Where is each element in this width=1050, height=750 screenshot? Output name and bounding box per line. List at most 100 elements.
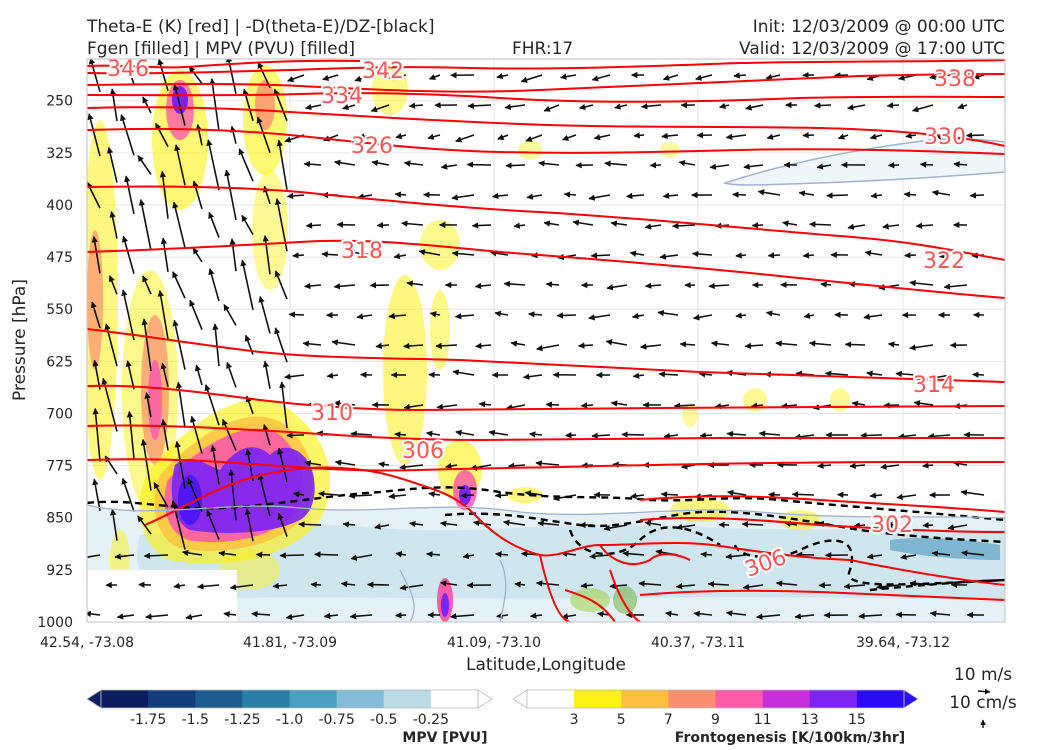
wind-vector (287, 74, 305, 83)
wind-vector (593, 134, 611, 141)
wind-vector (710, 340, 730, 347)
wind-vector (340, 580, 356, 588)
wind-vector (408, 102, 424, 109)
wind-vector (140, 438, 152, 491)
wind-vector (428, 73, 441, 80)
wind-vector (489, 250, 509, 257)
wind-vector (847, 104, 866, 111)
colorbar-swatch (715, 690, 764, 708)
wind-vector (388, 312, 407, 320)
wind-vector (866, 553, 883, 560)
wind-vector (543, 104, 560, 112)
wind-vector (401, 220, 424, 227)
colorbar-swatch (242, 690, 290, 708)
wind-vector (809, 221, 832, 228)
theta-e-label: 334 (321, 84, 363, 109)
colorbar-swatch (336, 690, 385, 708)
mpv-line-3 (499, 559, 507, 622)
colorbar-tick-label: 3 (570, 712, 579, 728)
colorbar-tick-label: -1.5 (182, 712, 209, 728)
theta-e-322 (87, 185, 1005, 261)
wind-vector (538, 160, 560, 167)
fgen-band-g (255, 80, 275, 130)
wind-vector (605, 339, 628, 346)
wind-vector (298, 521, 322, 528)
wind-vector (610, 220, 628, 227)
colorbar-swatch (574, 690, 622, 708)
fgen-band-v (441, 593, 449, 617)
theta-e-label: 318 (341, 239, 383, 264)
wind-vector (226, 361, 237, 388)
wind-vector (218, 550, 237, 557)
colorbar-swatch (621, 690, 669, 708)
wind-vector (439, 520, 458, 527)
wind-vector (190, 415, 203, 454)
wind-vector (834, 72, 849, 79)
wind-vector (900, 553, 917, 560)
wind-vector (449, 613, 475, 620)
wind-vector (153, 481, 169, 508)
mpv-filled-contours (87, 138, 1005, 622)
colorbar-extend-left (512, 689, 528, 709)
colorbar-swatch (195, 690, 243, 708)
wind-vector (277, 447, 288, 482)
wind-vector (657, 309, 679, 317)
wind-vector (947, 524, 968, 531)
wind-vector (354, 74, 373, 82)
wind-vector (406, 280, 424, 287)
wind-vector (883, 402, 900, 409)
fgen-band-af (682, 403, 698, 427)
wind-vector (370, 104, 390, 113)
wind-vector (331, 339, 356, 346)
title-left-line-2: Fgen [filled] | MPV (PVU) [filled] (87, 39, 355, 59)
wind-vector (101, 377, 118, 432)
colorbar-tick-label: -1.25 (224, 712, 260, 728)
wind-vector (208, 211, 220, 238)
wind-vector (725, 133, 747, 141)
wind-vector (537, 520, 560, 527)
wind-vector (173, 582, 186, 590)
colorbar-outline (526, 689, 905, 709)
wind-vector (371, 159, 390, 167)
theta-e-low-3 (609, 569, 641, 622)
wind-vector (847, 223, 866, 231)
wind-vector (229, 238, 237, 272)
wind-vector (403, 160, 424, 167)
wind-vector (638, 580, 662, 587)
wind-vector (556, 312, 577, 319)
wind-ref-horizontal-arrow (977, 688, 991, 695)
y-tick-label: 700 (46, 406, 73, 422)
wind-vector (876, 583, 900, 591)
colorbar-swatch (289, 690, 338, 708)
wind-vector (395, 132, 407, 140)
wind-vector (662, 192, 679, 200)
wind-vector (274, 327, 288, 363)
wind-vector (378, 461, 390, 468)
wind-vector (603, 524, 628, 532)
wind-vector (545, 281, 560, 288)
wind-vector (896, 493, 917, 501)
fgen-band-ae (830, 388, 850, 412)
wind-vector (440, 580, 458, 587)
wind-vector (189, 299, 203, 330)
wind-vector (606, 284, 628, 291)
wind-vector (496, 612, 509, 619)
wind-vector (679, 341, 696, 348)
wind-vector (292, 252, 305, 259)
wind-vector (224, 169, 237, 221)
wind-vector (590, 252, 611, 259)
wind-vector (693, 610, 713, 617)
wind-vector (276, 139, 288, 190)
wind-vector (333, 283, 356, 290)
wind-vector (286, 192, 305, 200)
wind-vector (580, 402, 594, 409)
wind-vector (157, 59, 169, 92)
wind-vector (427, 133, 441, 140)
wind-vector (863, 313, 883, 320)
wind-vector (957, 103, 968, 110)
wind-vector (258, 295, 271, 334)
theta-e-326 (87, 127, 1005, 155)
wind-vector (160, 418, 169, 451)
wind-vector (172, 83, 186, 126)
